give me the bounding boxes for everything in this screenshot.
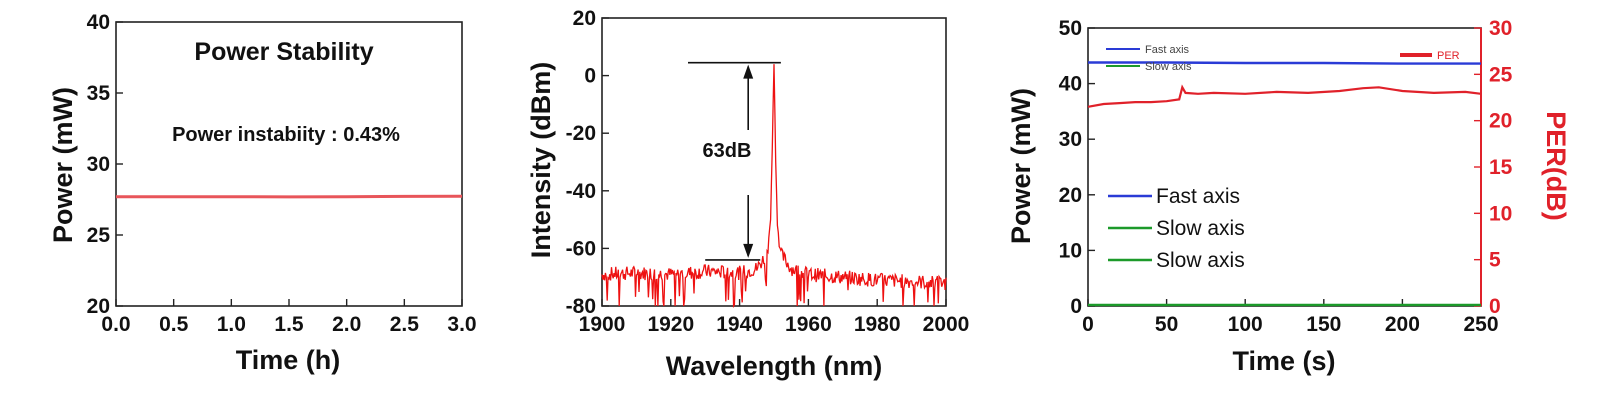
y-tick-label: 30 (1059, 128, 1082, 151)
chart-title: Power Stability (194, 38, 373, 66)
plot-frame (601, 17, 947, 307)
y-tick-label: 0 (1070, 295, 1082, 318)
series-line (116, 194, 463, 199)
arrow-up-head (743, 64, 754, 79)
x-tick-label: 2.5 (390, 313, 420, 336)
plot-area (1087, 27, 1482, 307)
inset-legend-label: Slow axis (1145, 61, 1192, 73)
y-axis-label-right: PER(dB) (1541, 111, 1571, 221)
y-tick-label: 50 (1059, 17, 1082, 40)
tick-labels: 0.0 0.5 1.0 1.5 2.0 2.5 3.0 20 25 30 35 40 (87, 11, 477, 336)
y-tick-label: 35 (87, 82, 111, 105)
y-right-tick-label: 20 (1489, 110, 1512, 133)
x-tick-label: 50 (1155, 313, 1178, 336)
x-tick-label: 1900 (579, 313, 626, 336)
y-tick-label: -40 (566, 180, 596, 203)
y-right-tick-label: 30 (1489, 17, 1512, 40)
x-tick-label: 1.0 (217, 313, 246, 336)
chart-power-stability: 0.0 0.5 1.0 1.5 2.0 2.5 3.0 20 25 30 35 40 Power St… (48, 11, 477, 375)
y-right-tick-label: 5 (1489, 249, 1501, 272)
x-tick-label: 0 (1082, 313, 1094, 336)
inset-legend-label-per: PER (1437, 50, 1460, 62)
y-tick-label: 30 (87, 153, 110, 176)
x-tick-label: 1.5 (274, 313, 304, 336)
x-axis-label: Wavelength (nm) (666, 351, 883, 381)
y-tick-label: 20 (1059, 184, 1082, 207)
x-tick-label: 250 (1463, 313, 1498, 336)
x-tick-label: 0.0 (101, 313, 130, 336)
y-tick-label: -20 (566, 122, 596, 145)
legend: Fast axis Slow axis Slow axis Fast axis Slow… (1106, 44, 1460, 272)
chart-spectrum: 1900 1920 1940 1960 1980 2000-80-60-40-20020 … (526, 7, 969, 381)
y-axis-label: Power (mW) (1006, 88, 1036, 244)
legend-label: Slow axis (1156, 217, 1245, 240)
y-right-tick-label: 10 (1489, 202, 1512, 225)
x-axis-label: Time (h) (236, 345, 341, 375)
x-tick-label: 1980 (854, 313, 901, 336)
inset-legend-label: Fast axis (1145, 44, 1190, 56)
x-tick-label: 1940 (716, 313, 763, 336)
legend-label: Slow axis (1156, 249, 1245, 272)
y-tick-label: 40 (1059, 73, 1082, 96)
y-axis-label: Power (mW) (48, 87, 78, 243)
annotation-instability: Power instabiity : 0.43% (172, 124, 400, 146)
y-tick-label: 10 (1059, 239, 1082, 262)
y-tick-label: -60 (566, 237, 596, 260)
y-tick-label: 40 (87, 11, 110, 34)
legend-label: Fast axis (1156, 185, 1240, 208)
x-tick-label: 3.0 (447, 313, 476, 336)
x-tick-label: 150 (1306, 313, 1341, 336)
x-axis-label: Time (s) (1232, 346, 1335, 376)
x-tick-label: 2.0 (332, 313, 361, 336)
x-tick-label: 200 (1385, 313, 1420, 336)
y-tick-label: 25 (87, 224, 111, 247)
y-tick-label: 20 (87, 295, 110, 318)
y-right-tick-label: 25 (1489, 63, 1513, 86)
arrow-down-head (743, 243, 754, 258)
y-tick-label: 20 (573, 7, 596, 30)
tick-labels: 1900 1920 1940 1960 1980 2000 -80 -60 -40 -20 0 20 (566, 7, 970, 336)
series-line (601, 64, 947, 309)
x-tick-label: 1920 (647, 313, 694, 336)
annotation-63db: 63dB (703, 140, 752, 162)
y-axis-label: Intensity (dBm) (526, 62, 556, 259)
y-tick-label: -80 (566, 295, 596, 318)
y-tick-label: 0 (584, 65, 596, 88)
x-tick-label: 0.5 (159, 313, 189, 336)
series-line (1087, 84, 1482, 108)
plot-area (601, 17, 947, 309)
y-right-tick-label: 15 (1489, 156, 1513, 179)
plot-area (115, 21, 463, 307)
x-tick-label: 100 (1228, 313, 1263, 336)
y-right-tick-label: 0 (1489, 295, 1501, 318)
series-line (1088, 61, 1481, 65)
x-tick-label: 2000 (923, 313, 970, 336)
x-tick-label: 1960 (785, 313, 832, 336)
